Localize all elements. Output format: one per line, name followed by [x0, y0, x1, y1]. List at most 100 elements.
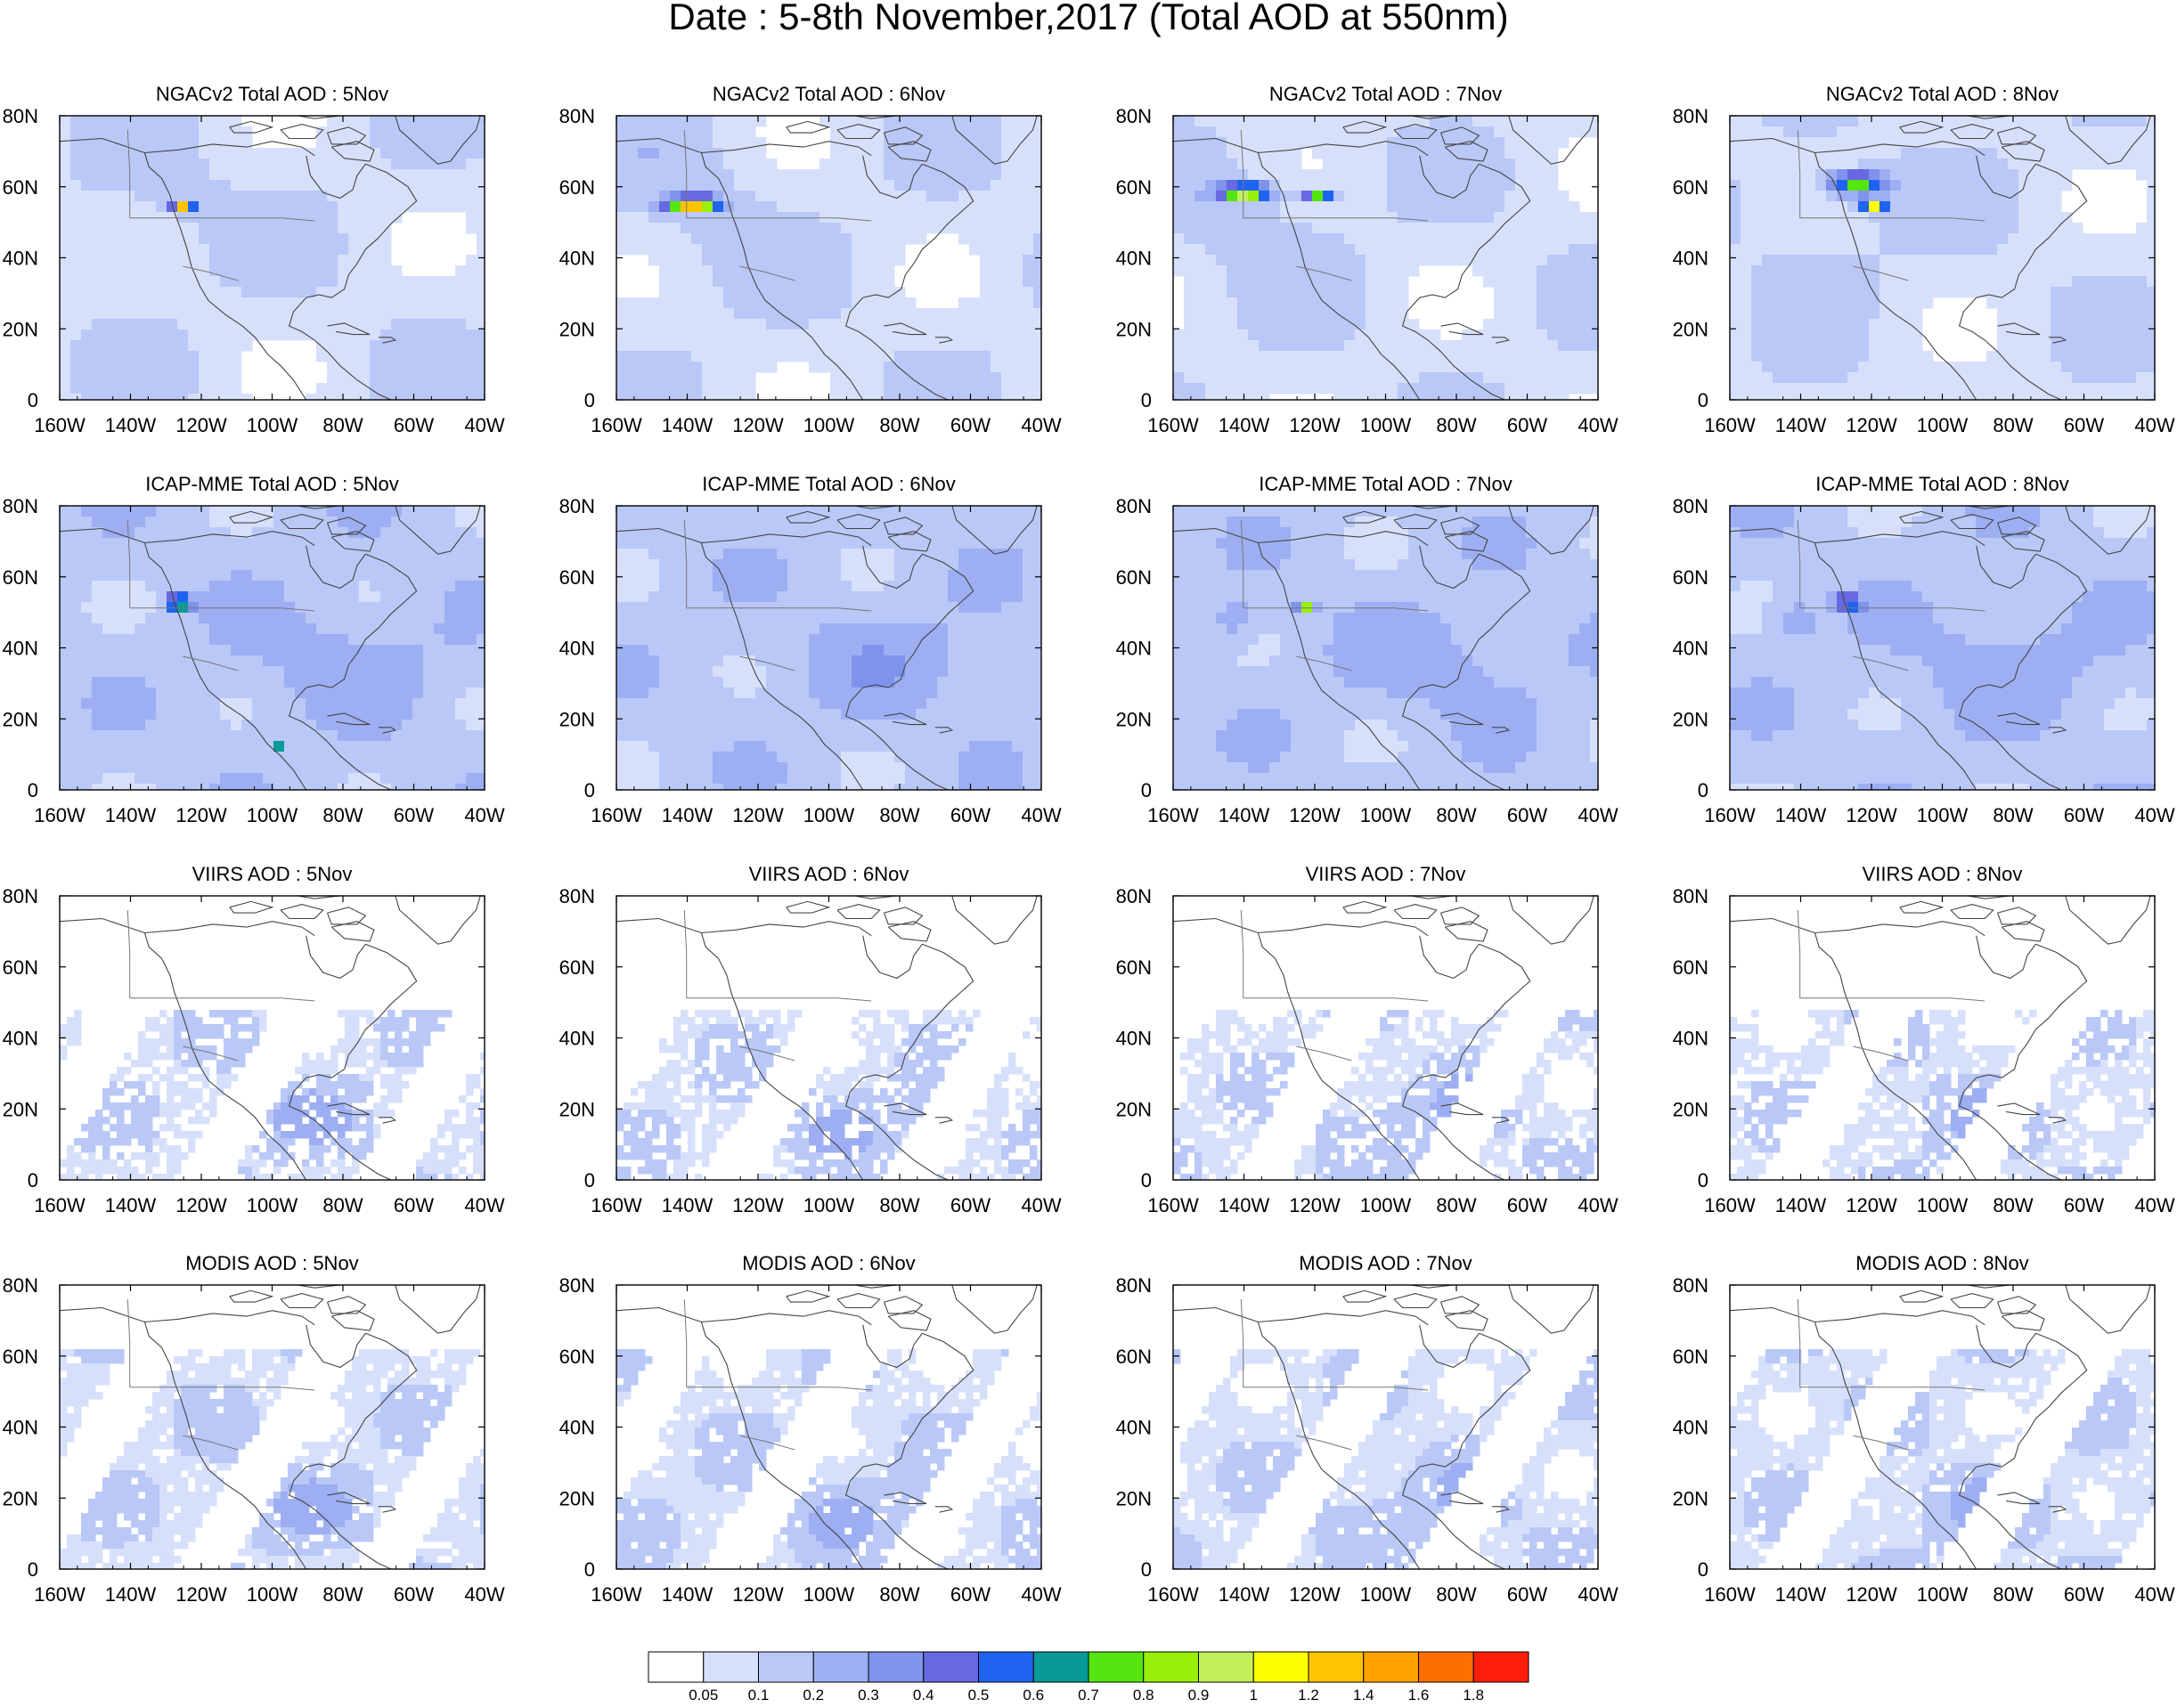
x-tick-label: 120W	[1289, 1583, 1341, 1606]
x-tick-label: 120W	[175, 414, 227, 436]
x-tick-label: 120W	[1846, 1583, 1897, 1606]
y-tick-label: 20N	[1673, 318, 1708, 340]
coastlines	[1730, 506, 2151, 790]
x-tick-label: 100W	[803, 804, 855, 826]
y-tick-label: 60N	[1673, 1346, 1708, 1368]
panel-title: NGACv2 Total AOD : 6Nov	[713, 83, 945, 105]
x-tick-label: 120W	[732, 1583, 784, 1606]
x-tick-label: 60W	[394, 414, 434, 436]
y-tick-label: 40N	[559, 248, 595, 270]
x-tick-label: 60W	[1507, 804, 1547, 826]
colorbar-label: 0.8	[1133, 1687, 1154, 1704]
colorbar-swatch	[758, 1651, 814, 1683]
x-tick-label: 160W	[1147, 1583, 1199, 1606]
y-tick-label: 60N	[1673, 176, 1708, 199]
y-tick-label: 80N	[1673, 885, 1708, 907]
y-tick-label: 60N	[559, 1346, 595, 1368]
y-tick-label: 20N	[1673, 1487, 1708, 1509]
y-tick-label: 80N	[3, 105, 38, 127]
x-tick-label: 160W	[34, 1194, 86, 1216]
x-tick-label: 80W	[322, 1583, 363, 1606]
x-tick-label: 60W	[950, 804, 991, 826]
x-tick-label: 100W	[1917, 1583, 1969, 1606]
y-tick-label: 80N	[3, 495, 38, 517]
panel-title: VIIRS AOD : 7Nov	[1306, 863, 1466, 885]
colorbar-swatch	[1308, 1651, 1365, 1683]
colorbar-label: 1	[1250, 1687, 1258, 1704]
aod-field	[1173, 1349, 1598, 1569]
coastlines	[1173, 116, 1594, 400]
x-tick-label: 100W	[1360, 1194, 1412, 1216]
colorbar-label: 0.4	[913, 1687, 934, 1704]
y-tick-label: 60N	[1116, 956, 1152, 979]
x-tick-label: 60W	[2064, 804, 2104, 826]
y-tick-label: 80N	[559, 1274, 595, 1297]
x-tick-label: 80W	[1436, 1194, 1476, 1216]
x-tick-label: 100W	[1917, 1194, 1969, 1216]
coastlines	[60, 506, 481, 790]
x-tick-label: 40W	[2134, 1194, 2174, 1216]
aod-field	[1173, 116, 1598, 400]
colorbar-label: 1.6	[1408, 1687, 1430, 1704]
y-tick-label: 20N	[559, 318, 595, 340]
panel-title: MODIS AOD : 7Nov	[1299, 1252, 1472, 1274]
y-tick-label: 80N	[1673, 495, 1708, 517]
y-tick-label: 0	[584, 1558, 595, 1581]
x-tick-label: 100W	[1360, 804, 1412, 826]
y-tick-label: 60N	[559, 176, 595, 199]
y-tick-label: 60N	[559, 566, 595, 589]
x-tick-label: 120W	[1289, 1194, 1341, 1216]
map-panel-modis-5Nov: MODIS AOD : 5Nov 160W 140W 120W 100W 80W 60W 40…	[3, 1252, 505, 1606]
x-tick-label: 80W	[1993, 1583, 2033, 1606]
colorbar-swatch	[1363, 1651, 1419, 1683]
x-tick-label: 100W	[803, 1583, 855, 1606]
aod-field	[1730, 116, 2155, 400]
x-tick-label: 100W	[247, 1583, 298, 1606]
y-tick-label: 20N	[3, 708, 38, 730]
x-tick-label: 80W	[1993, 414, 2033, 436]
x-tick-label: 120W	[1289, 804, 1341, 826]
aod-field	[60, 506, 485, 790]
y-tick-label: 80N	[1673, 1274, 1708, 1297]
map-panel-ngac-7Nov: NGACv2 Total AOD : 7Nov 160W 140W 120W 100W 8…	[1116, 83, 1618, 436]
x-tick-label: 160W	[591, 1194, 642, 1216]
y-tick-label: 40N	[1116, 638, 1152, 660]
y-tick-label: 80N	[1116, 885, 1152, 907]
coastlines	[60, 896, 481, 1180]
y-tick-label: 60N	[1116, 566, 1152, 589]
y-tick-label: 0	[1698, 779, 1708, 801]
x-tick-label: 160W	[1704, 1583, 1756, 1606]
x-tick-label: 60W	[394, 1194, 434, 1216]
x-tick-label: 140W	[105, 414, 157, 436]
y-tick-label: 20N	[3, 1098, 38, 1120]
colorbar-label: 0.1	[748, 1687, 770, 1704]
map-panel-viirs-6Nov: VIIRS AOD : 6Nov 160W 140W 120W 100W 80W 60W 40…	[559, 863, 1062, 1216]
aod-field	[616, 1349, 1041, 1569]
x-tick-label: 60W	[950, 1194, 991, 1216]
x-tick-label: 120W	[1846, 804, 1897, 826]
y-tick-label: 20N	[1116, 318, 1152, 340]
y-tick-label: 0	[1141, 1558, 1152, 1581]
panel-title: NGACv2 Total AOD : 8Nov	[1826, 83, 2059, 105]
x-tick-label: 40W	[464, 804, 504, 826]
panel-title: MODIS AOD : 5Nov	[185, 1252, 358, 1274]
x-tick-label: 80W	[1436, 1583, 1476, 1606]
x-tick-label: 40W	[1021, 804, 1061, 826]
colorbar-label: 0.5	[968, 1687, 990, 1704]
x-tick-label: 120W	[732, 1194, 784, 1216]
x-tick-label: 120W	[175, 1583, 227, 1606]
map-panel-ngac-8Nov: NGACv2 Total AOD : 8Nov 160W 140W 120W 100W 8…	[1673, 83, 2175, 436]
x-tick-label: 140W	[1775, 804, 1827, 826]
y-tick-label: 80N	[1116, 105, 1152, 127]
colorbar-swatch	[978, 1651, 1034, 1683]
x-tick-label: 100W	[803, 1194, 855, 1216]
x-tick-label: 100W	[247, 1194, 298, 1216]
x-tick-label: 160W	[591, 804, 642, 826]
colorbar-swatch	[1198, 1651, 1254, 1683]
coastlines	[60, 1285, 481, 1569]
y-tick-label: 60N	[1116, 1346, 1152, 1368]
panel-title: VIIRS AOD : 8Nov	[1863, 863, 2023, 885]
x-tick-label: 80W	[1993, 1194, 2033, 1216]
x-tick-label: 80W	[1436, 804, 1476, 826]
